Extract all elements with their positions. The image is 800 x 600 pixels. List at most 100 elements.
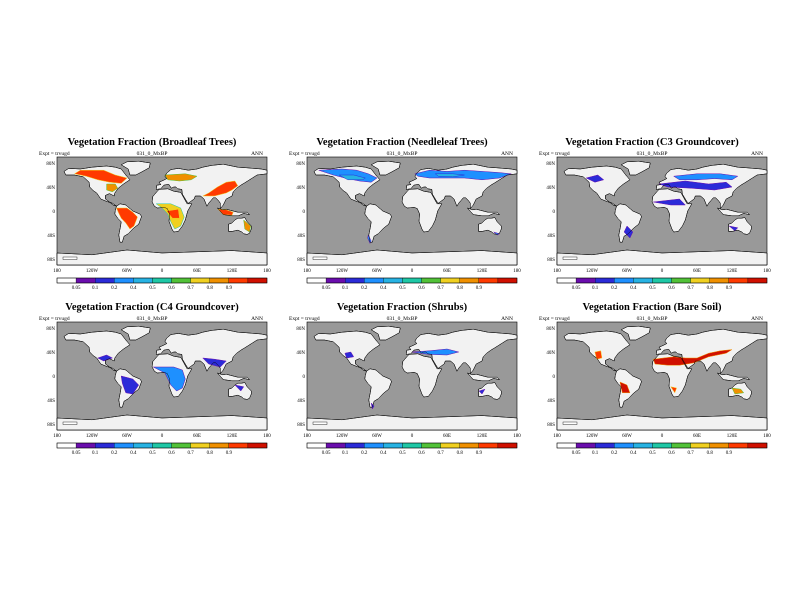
coastline-samerica xyxy=(614,203,642,243)
colorbar-swatch xyxy=(671,442,691,449)
colorbar-swatch xyxy=(209,277,229,284)
coastline-greenland xyxy=(370,325,401,341)
panel-title: Vegetation Fraction (Shrubs) xyxy=(336,302,468,313)
panel-expt-label: Expt = trvugd xyxy=(39,151,70,157)
map-panel-shrubs: Vegetation Fraction (Shrubs) Expt = trvu… xyxy=(287,302,521,482)
colorbar-swatch xyxy=(228,442,249,449)
colorbar-swatch xyxy=(747,442,768,449)
coastline-antarctica xyxy=(556,414,768,431)
colorbar-label: 0.05 xyxy=(72,286,81,291)
lat-tick-label: 40N xyxy=(296,186,305,191)
field-region xyxy=(411,348,459,356)
coastline-antarctica xyxy=(556,249,768,266)
lat-tick-label: 80N xyxy=(546,162,555,167)
field-region xyxy=(731,387,745,395)
colorbar-label: 0.05 xyxy=(572,286,581,291)
lat-tick-label: 40S xyxy=(47,234,55,239)
colorbar-swatch xyxy=(690,277,710,284)
panel-season: ANN xyxy=(751,316,763,322)
field-region xyxy=(434,173,465,178)
field-region xyxy=(623,225,634,239)
colorbar-swatch xyxy=(478,442,499,449)
colorbar-swatch xyxy=(345,442,365,449)
colorbar-label: 0.6 xyxy=(168,286,175,291)
colorbar-swatch xyxy=(133,442,153,449)
colorbar-label: 0.1 xyxy=(342,286,349,291)
colorbar-label: 0.6 xyxy=(668,451,675,456)
colorbar-label: 0.6 xyxy=(168,451,175,456)
field-region xyxy=(202,180,239,197)
colorbar-swatch xyxy=(556,442,577,449)
coastline-australia xyxy=(728,382,752,400)
lat-tick-label: 0 xyxy=(553,210,556,215)
map-inset-box xyxy=(62,421,78,425)
colorbar-swatch xyxy=(421,277,441,284)
field-region xyxy=(478,388,486,395)
colorbar-label: 0.4 xyxy=(380,286,387,291)
colorbar-swatch xyxy=(575,442,596,449)
colorbar-label: 0.05 xyxy=(72,451,81,456)
panel-season: ANN xyxy=(251,316,263,322)
colorbar-frame xyxy=(556,442,768,449)
lon-tick-label: 60W xyxy=(122,434,132,439)
coastline-eurasia xyxy=(655,328,768,375)
field-region xyxy=(116,207,138,230)
field-region xyxy=(659,180,733,191)
panel-subtitle: 031_0_MxBP xyxy=(386,316,418,322)
coastline-indonesia xyxy=(716,207,751,217)
coastline-namerica xyxy=(313,330,381,372)
colorbar-label: 0.9 xyxy=(476,286,483,291)
colorbar-label: 0.5 xyxy=(149,451,156,456)
colorbar-swatch xyxy=(364,442,384,449)
colorbar-swatch xyxy=(345,277,365,284)
colorbar-label: 0.2 xyxy=(611,286,618,291)
panel-expt-label: Expt = trvugd xyxy=(289,151,320,157)
colorbar-swatch xyxy=(383,277,403,284)
colorbar-label: 0.9 xyxy=(226,451,233,456)
colorbar-swatch xyxy=(95,277,115,284)
coastline-greenland xyxy=(620,160,651,176)
lon-tick-label: 60E xyxy=(693,269,701,274)
coastline-eurasia xyxy=(155,328,268,375)
lon-tick-label: 180 xyxy=(303,434,311,439)
lat-tick-label: 40S xyxy=(547,234,555,239)
colorbar-swatch xyxy=(652,277,672,284)
map-panel-needleleaf: Vegetation Fraction (Needleleaf Trees) E… xyxy=(287,137,521,317)
field-region xyxy=(653,198,686,206)
colorbar-label: 0.6 xyxy=(418,286,425,291)
coastline-indonesia xyxy=(216,372,251,382)
coastline-africa xyxy=(651,353,693,398)
field-region xyxy=(164,173,198,182)
lon-tick-label: 60E xyxy=(193,434,201,439)
colorbar-swatch xyxy=(556,277,577,284)
colorbar-label: 0.7 xyxy=(188,286,195,291)
lon-tick-label: 60W xyxy=(372,269,382,274)
lon-tick-label: 120E xyxy=(727,269,738,274)
field-region xyxy=(153,366,186,392)
lon-tick-label: 60W xyxy=(122,269,132,274)
panel-subtitle: 031_0_MxBP xyxy=(136,151,168,157)
colorbar-label: 0.9 xyxy=(226,286,233,291)
colorbar-label: 0.1 xyxy=(592,286,599,291)
lat-tick-label: 80S xyxy=(547,258,555,263)
lon-tick-label: 120E xyxy=(227,269,238,274)
colorbar-swatch xyxy=(709,442,729,449)
field-region xyxy=(672,173,739,181)
colorbar-label: 0.8 xyxy=(707,451,714,456)
lat-tick-label: 0 xyxy=(553,375,556,380)
map-plot: 180 120W 60W 0 60E 120E 180 80N 40N 0 40S 80S 0.05 0.… xyxy=(546,321,771,456)
lon-tick-label: 180 xyxy=(303,269,311,274)
coastline-africa xyxy=(651,188,693,233)
coastline-africa xyxy=(401,188,443,233)
colorbar-label: 0.8 xyxy=(457,286,464,291)
colorbar-swatch xyxy=(497,277,518,284)
panel-title: Vegetation Fraction (C3 Groundcover) xyxy=(565,137,739,148)
colorbar-swatch xyxy=(114,442,134,449)
lon-tick-label: 180 xyxy=(763,269,771,274)
colorbar-swatch xyxy=(402,442,422,449)
lon-tick-label: 0 xyxy=(411,269,414,274)
colorbar-swatch xyxy=(152,277,172,284)
colorbar-label: 0.7 xyxy=(688,286,695,291)
colorbar-swatch xyxy=(497,442,518,449)
map-panel-baresoil: Vegetation Fraction (Bare Soil) Expt = t… xyxy=(537,302,771,482)
